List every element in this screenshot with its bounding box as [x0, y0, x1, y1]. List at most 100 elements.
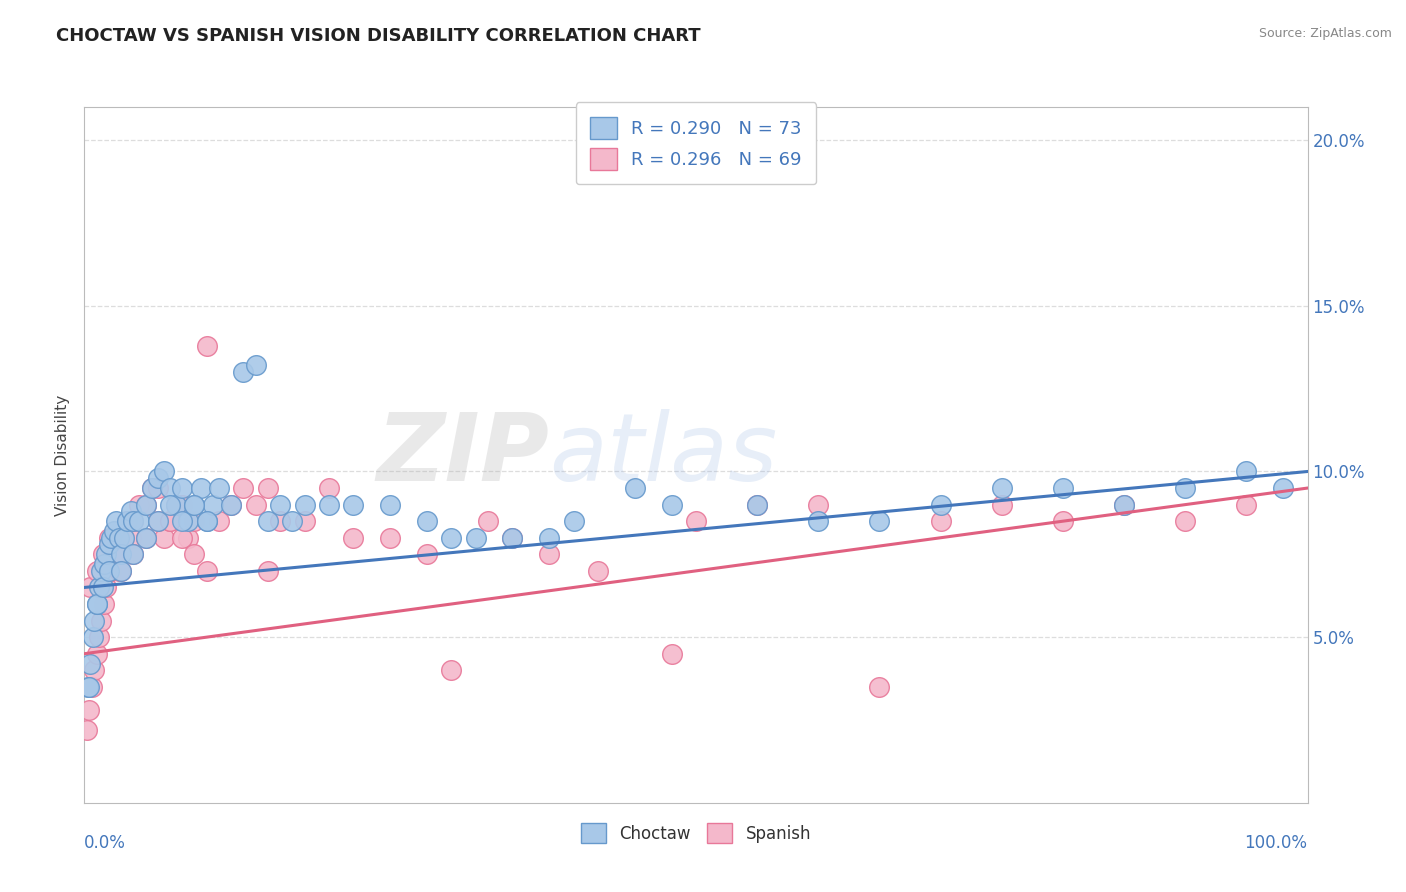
Point	[77, 680, 100, 694]
Point	[128, 514, 150, 528]
Point	[195, 338, 218, 352]
Point	[807, 514, 830, 528]
Point	[122, 547, 145, 561]
Point	[103, 524, 125, 538]
Point	[195, 564, 218, 578]
Point	[122, 514, 145, 528]
Point	[83, 663, 105, 677]
Point	[97, 564, 120, 578]
Point	[86, 564, 108, 578]
Point	[294, 514, 316, 528]
Point	[232, 365, 254, 379]
Point	[76, 723, 98, 737]
Point	[153, 531, 176, 545]
Point	[87, 630, 110, 644]
Point	[208, 481, 231, 495]
Point	[1052, 514, 1074, 528]
Point	[107, 564, 129, 578]
Point	[747, 498, 769, 512]
Point	[100, 531, 122, 545]
Point	[110, 547, 132, 561]
Y-axis label: Vision Disability: Vision Disability	[55, 394, 70, 516]
Point	[172, 514, 194, 528]
Point	[141, 481, 163, 495]
Point	[105, 514, 128, 528]
Point	[1236, 465, 1258, 479]
Point	[112, 531, 135, 545]
Point	[110, 547, 132, 561]
Point	[87, 581, 110, 595]
Point	[165, 498, 187, 512]
Point	[115, 514, 138, 528]
Point	[342, 531, 364, 545]
Point	[77, 703, 100, 717]
Point	[172, 531, 194, 545]
Point	[83, 614, 105, 628]
Text: ZIP: ZIP	[377, 409, 550, 501]
Point	[219, 498, 242, 512]
Point	[440, 663, 463, 677]
Point	[86, 597, 108, 611]
Point	[685, 514, 707, 528]
Point	[97, 564, 120, 578]
Point	[257, 514, 280, 528]
Point	[929, 514, 952, 528]
Point	[562, 514, 585, 528]
Point	[107, 531, 129, 545]
Text: 0.0%: 0.0%	[84, 834, 127, 852]
Text: 100.0%: 100.0%	[1244, 834, 1308, 852]
Point	[991, 481, 1014, 495]
Point	[82, 630, 104, 644]
Point	[93, 558, 115, 572]
Point	[281, 514, 304, 528]
Point	[80, 680, 103, 694]
Point	[177, 531, 200, 545]
Point	[104, 547, 127, 561]
Legend: Choctaw, Spanish: Choctaw, Spanish	[574, 816, 818, 850]
Point	[183, 514, 205, 528]
Point	[177, 514, 200, 528]
Point	[1236, 498, 1258, 512]
Point	[538, 531, 561, 545]
Point	[318, 481, 340, 495]
Point	[120, 531, 142, 545]
Point	[165, 498, 187, 512]
Point	[146, 514, 169, 528]
Point	[929, 498, 952, 512]
Point	[128, 498, 150, 512]
Point	[1174, 514, 1197, 528]
Point	[159, 514, 181, 528]
Point	[342, 498, 364, 512]
Text: Source: ZipAtlas.com: Source: ZipAtlas.com	[1258, 27, 1392, 40]
Point	[96, 547, 118, 561]
Point	[245, 359, 267, 373]
Point	[201, 498, 224, 512]
Point	[318, 498, 340, 512]
Point	[97, 537, 120, 551]
Point	[183, 498, 205, 512]
Point	[183, 498, 205, 512]
Point	[502, 531, 524, 545]
Point	[91, 581, 114, 595]
Point	[477, 514, 499, 528]
Point	[586, 564, 609, 578]
Point	[135, 498, 157, 512]
Point	[77, 680, 100, 694]
Point	[195, 514, 218, 528]
Point	[159, 481, 181, 495]
Point	[380, 498, 402, 512]
Point	[90, 564, 112, 578]
Point	[91, 547, 114, 561]
Point	[153, 465, 176, 479]
Point	[502, 531, 524, 545]
Point	[1114, 498, 1136, 512]
Point	[538, 547, 561, 561]
Point	[115, 514, 138, 528]
Point	[97, 531, 120, 545]
Point	[869, 680, 891, 694]
Point	[416, 514, 439, 528]
Point	[661, 498, 683, 512]
Point	[146, 471, 169, 485]
Point	[245, 498, 267, 512]
Text: atlas: atlas	[550, 409, 778, 500]
